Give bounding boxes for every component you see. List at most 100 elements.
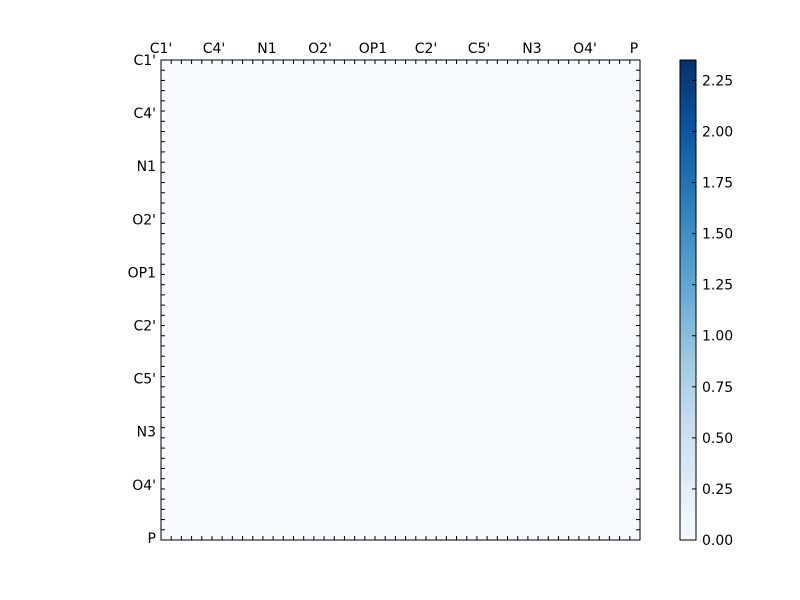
- heatmap-cell: [262, 243, 274, 255]
- heatmap-cell: [568, 356, 580, 367]
- heatmap-cell: [599, 172, 610, 184]
- heatmap-cell: [425, 254, 437, 265]
- heatmap-cell: [629, 488, 641, 500]
- heatmap-cell: [629, 294, 641, 306]
- heatmap-cell: [629, 162, 641, 173]
- heatmap-cell: [364, 397, 376, 408]
- heatmap-cell: [476, 284, 488, 296]
- heatmap-cell: [375, 172, 386, 184]
- heatmap-cell: [303, 182, 315, 194]
- heatmap-cell: [242, 121, 254, 132]
- heatmap-cell: [181, 366, 193, 378]
- x-tick-label: OP1: [359, 41, 387, 57]
- heatmap-cell: [283, 213, 294, 224]
- heatmap-cell: [283, 315, 294, 327]
- heatmap-cell: [568, 80, 580, 92]
- heatmap-cell: [629, 243, 641, 255]
- heatmap-cell: [507, 151, 519, 163]
- heatmap-cell: [476, 468, 488, 480]
- heatmap-cell: [578, 172, 590, 184]
- heatmap-cell: [283, 70, 294, 81]
- heatmap-cell: [395, 223, 407, 235]
- heatmap-cell: [517, 427, 529, 439]
- heatmap-cell: [415, 182, 427, 194]
- heatmap-cell: [466, 488, 478, 500]
- heatmap-cell: [283, 80, 294, 92]
- heatmap-cell: [517, 284, 529, 296]
- heatmap-cell: [425, 458, 437, 470]
- heatmap-cell: [568, 264, 580, 275]
- heatmap-cell: [395, 366, 407, 378]
- heatmap-cell: [466, 141, 478, 153]
- x-tick-label: C5': [468, 41, 491, 57]
- heatmap-cell: [211, 264, 223, 275]
- heatmap-cell: [599, 121, 610, 132]
- heatmap-cell: [629, 335, 641, 347]
- heatmap-cell: [487, 519, 498, 531]
- heatmap-cell: [405, 233, 417, 245]
- heatmap-cell: [303, 335, 315, 347]
- heatmap-cell: [242, 284, 254, 296]
- heatmap-cell: [181, 345, 193, 357]
- heatmap-cell: [507, 509, 519, 521]
- heatmap-cell: [487, 192, 498, 204]
- heatmap-cell: [476, 519, 488, 531]
- heatmap-cell: [405, 407, 417, 418]
- heatmap-cell: [405, 243, 417, 255]
- heatmap-cell: [527, 151, 539, 163]
- heatmap-cell: [222, 335, 233, 347]
- heatmap-cell: [589, 335, 600, 347]
- heatmap-cell: [385, 529, 396, 541]
- heatmap-cell: [395, 151, 407, 163]
- heatmap-cell: [446, 223, 458, 235]
- heatmap-cell: [303, 274, 315, 286]
- heatmap-cell: [436, 70, 447, 81]
- heatmap-cell: [242, 151, 254, 163]
- heatmap-cell: [191, 488, 203, 500]
- heatmap-cell: [558, 305, 570, 316]
- heatmap-cell: [334, 172, 345, 184]
- heatmap-cell: [191, 417, 203, 429]
- heatmap-cell: [415, 100, 427, 112]
- heatmap-cell: [599, 70, 610, 81]
- heatmap-cell: [283, 141, 294, 153]
- heatmap-cell: [303, 366, 315, 378]
- heatmap-cell: [517, 294, 529, 306]
- heatmap-cell: [568, 213, 580, 224]
- heatmap-cell: [436, 519, 447, 531]
- heatmap-cell: [425, 111, 437, 122]
- heatmap-cell: [436, 100, 447, 112]
- heatmap-cell: [313, 519, 325, 531]
- heatmap-cell: [313, 233, 325, 245]
- heatmap-cell: [405, 131, 417, 143]
- heatmap-cell: [466, 386, 478, 398]
- heatmap-cell: [446, 509, 458, 521]
- heatmap-cell: [589, 499, 600, 510]
- heatmap-cell: [262, 131, 274, 143]
- heatmap-cell: [303, 100, 315, 112]
- heatmap-cell: [619, 448, 631, 459]
- heatmap-cell: [293, 325, 305, 337]
- heatmap-cell: [517, 223, 529, 235]
- heatmap-cell: [283, 529, 294, 541]
- heatmap-cell: [507, 233, 519, 245]
- heatmap-cell: [619, 233, 631, 245]
- heatmap-cell: [324, 70, 335, 81]
- heatmap-cell: [232, 448, 244, 459]
- heatmap-cell: [283, 202, 294, 214]
- heatmap-cell: [283, 151, 294, 163]
- heatmap-cell: [191, 397, 203, 408]
- heatmap-cell: [538, 264, 549, 275]
- heatmap-cell: [527, 294, 539, 306]
- heatmap-cell: [538, 202, 549, 214]
- heatmap-cell: [161, 141, 172, 153]
- heatmap-cell: [232, 223, 244, 235]
- heatmap-cell: [222, 192, 233, 204]
- heatmap-cell: [507, 325, 519, 337]
- heatmap-cell: [344, 458, 356, 470]
- heatmap-cell: [283, 478, 294, 490]
- heatmap-cell: [273, 315, 284, 327]
- heatmap-cell: [619, 397, 631, 408]
- heatmap-cell: [487, 315, 498, 327]
- heatmap-cell: [252, 407, 264, 418]
